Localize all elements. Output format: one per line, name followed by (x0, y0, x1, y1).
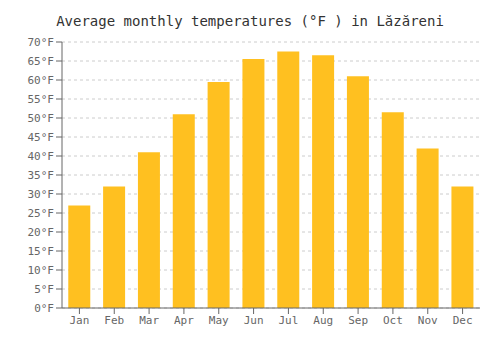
svg-text:60°F: 60°F (28, 74, 55, 87)
svg-text:5°F: 5°F (34, 283, 54, 296)
svg-text:Nov: Nov (418, 314, 438, 327)
svg-text:50°F: 50°F (28, 112, 55, 125)
svg-text:May: May (209, 314, 229, 327)
svg-text:Jun: Jun (244, 314, 264, 327)
svg-text:0°F: 0°F (34, 302, 54, 315)
svg-text:Aug: Aug (313, 314, 333, 327)
svg-text:Apr: Apr (174, 314, 194, 327)
svg-text:Sep: Sep (348, 314, 368, 327)
html-text:Average monthly temperatures (: Average monthly temperatures (°F ) in Lă… (56, 13, 444, 29)
svg-text:Jul: Jul (278, 314, 298, 327)
svg-text:Jan: Jan (69, 314, 89, 327)
svg-text:Mar: Mar (139, 314, 159, 327)
svg-text:20°F: 20°F (28, 226, 55, 239)
svg-text:Dec: Dec (453, 314, 473, 327)
svg-text:65°F: 65°F (28, 55, 55, 68)
svg-text:Feb: Feb (104, 314, 124, 327)
svg-text:40°F: 40°F (28, 150, 55, 163)
svg-text:45°F: 45°F (28, 131, 55, 144)
svg-text:55°F: 55°F (28, 93, 55, 106)
svg-text:25°F: 25°F (28, 207, 55, 220)
svg-text:35°F: 35°F (28, 169, 55, 182)
svg-text:30°F: 30°F (28, 188, 55, 201)
svg-text:15°F: 15°F (28, 245, 55, 258)
svg-text:70°F: 70°F (28, 36, 55, 49)
svg-text:Oct: Oct (383, 314, 403, 327)
svg-text:10°F: 10°F (28, 264, 55, 277)
